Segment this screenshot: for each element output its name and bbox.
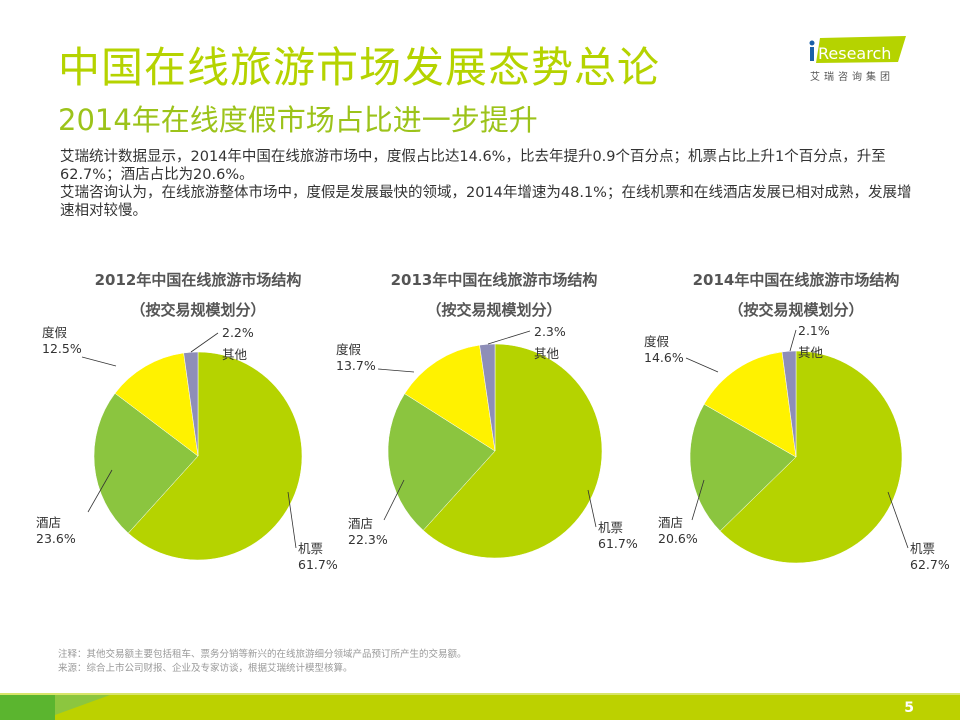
leader-line xyxy=(81,356,117,367)
leader-line xyxy=(685,357,719,373)
value-label: 2.1% xyxy=(798,323,830,338)
leader-line xyxy=(691,479,705,521)
pie-slice-机票 xyxy=(719,350,903,564)
pie-slice-酒店 xyxy=(387,393,496,531)
chart-title: 2014年中国在线旅游市场结构 （按交易规模划分） xyxy=(646,265,946,325)
category-label: 度假 xyxy=(644,334,670,349)
data-label: 机票 62.7% xyxy=(910,538,950,572)
summary-paragraph: 艾瑞咨询认为，在线旅游整体市场中，度假是发展最快的领域，2014年增速为48.1… xyxy=(60,185,912,219)
pie-slice-其他 xyxy=(479,343,496,452)
svg-text:艾瑞咨询集团: 艾瑞咨询集团 xyxy=(810,70,894,83)
chart-title: 2013年中国在线旅游市场结构 （按交易规模划分） xyxy=(344,265,644,325)
data-label: 其他 2.2% xyxy=(222,325,254,363)
leader-line xyxy=(487,330,531,345)
data-label: 酒店 22.3% xyxy=(348,513,388,547)
data-label: 度假 12.5% xyxy=(42,322,82,356)
page-title: 中国在线旅游市场发展态势总论 xyxy=(58,43,661,92)
value-label: 62.7% xyxy=(910,557,950,572)
leader-line xyxy=(587,489,597,528)
value-label: 61.7% xyxy=(298,557,338,572)
svg-text:Research: Research xyxy=(818,44,891,63)
category-label: 机票 xyxy=(910,541,936,556)
category-label: 酒店 xyxy=(658,515,684,530)
chart-title-text: 2012年中国在线旅游市场结构 xyxy=(94,271,302,289)
leader-line xyxy=(190,332,219,353)
category-label: 其他 xyxy=(222,347,248,362)
category-label: 度假 xyxy=(42,325,68,340)
pie-slice-酒店 xyxy=(689,403,797,532)
summary-text: 艾瑞统计数据显示，2014年中国在线旅游市场中，度假占比达14.6%，比去年提升… xyxy=(60,148,920,220)
leader-line xyxy=(383,479,405,521)
pie-slice-机票 xyxy=(127,351,303,561)
chart-title-text: 2013年中国在线旅游市场结构 xyxy=(390,271,598,289)
leader-line xyxy=(377,368,415,373)
value-label: 2.2% xyxy=(222,325,254,340)
data-label: 酒店 20.6% xyxy=(658,512,698,546)
leader-line xyxy=(87,469,113,513)
value-label: 61.7% xyxy=(598,536,638,551)
pie-slice-机票 xyxy=(422,343,603,559)
value-label: 2.3% xyxy=(534,324,566,339)
chart-title: 2012年中国在线旅游市场结构 （按交易规模划分） xyxy=(48,265,348,325)
pie-slice-度假 xyxy=(404,344,496,452)
data-label: 其他 2.3% xyxy=(534,324,566,362)
leader-line xyxy=(287,491,297,549)
value-label: 14.6% xyxy=(644,350,684,365)
value-label: 23.6% xyxy=(36,531,76,546)
chart-title-text: 2014年中国在线旅游市场结构 xyxy=(692,271,900,289)
note-text: 注释：其他交易额主要包括租车、票务分销等新兴的在线旅游细分领域产品预订所产生的交… xyxy=(58,649,467,660)
value-label: 12.5% xyxy=(42,341,82,356)
pie-slice-其他 xyxy=(183,351,199,457)
category-label: 酒店 xyxy=(36,515,62,530)
pie-slice-其他 xyxy=(781,350,797,458)
pie-slice-度假 xyxy=(703,351,797,458)
data-label: 机票 61.7% xyxy=(598,517,638,551)
category-label: 机票 xyxy=(598,520,624,535)
pie-slice-酒店 xyxy=(93,392,199,534)
data-label: 酒店 23.6% xyxy=(36,512,76,546)
data-label: 度假 14.6% xyxy=(644,331,684,365)
footnotes: 注释：其他交易额主要包括租车、票务分销等新兴的在线旅游细分领域产品预订所产生的交… xyxy=(58,648,467,676)
iresearch-logo: Research 艾瑞咨询集团 xyxy=(809,36,906,83)
value-label: 20.6% xyxy=(658,531,698,546)
category-label: 其他 xyxy=(534,346,560,361)
category-label: 其他 xyxy=(798,345,824,360)
page-number: 5 xyxy=(904,700,914,716)
pie-slice-度假 xyxy=(114,352,199,457)
category-label: 度假 xyxy=(336,342,362,357)
chart-subtitle: （按交易规模划分） xyxy=(426,301,562,319)
data-label: 度假 13.7% xyxy=(336,339,376,373)
data-label: 其他 2.1% xyxy=(798,323,830,361)
source-text: 来源：综合上市公司财报、企业及专家访谈，根据艾瑞统计模型核算。 xyxy=(58,663,353,674)
data-label: 机票 61.7% xyxy=(298,538,338,572)
chart-subtitle: （按交易规模划分） xyxy=(130,301,266,319)
value-label: 22.3% xyxy=(348,532,388,547)
summary-paragraph: 艾瑞统计数据显示，2014年中国在线旅游市场中，度假占比达14.6%，比去年提升… xyxy=(60,149,886,183)
page-subtitle: 2014年在线度假市场占比进一步提升 xyxy=(58,103,538,137)
category-label: 酒店 xyxy=(348,516,374,531)
chart-subtitle: （按交易规模划分） xyxy=(728,301,864,319)
footer-line xyxy=(0,693,960,695)
footer-bar xyxy=(0,695,960,720)
category-label: 机票 xyxy=(298,541,324,556)
value-label: 13.7% xyxy=(336,358,376,373)
leader-line xyxy=(789,329,797,352)
leader-line xyxy=(887,491,909,549)
